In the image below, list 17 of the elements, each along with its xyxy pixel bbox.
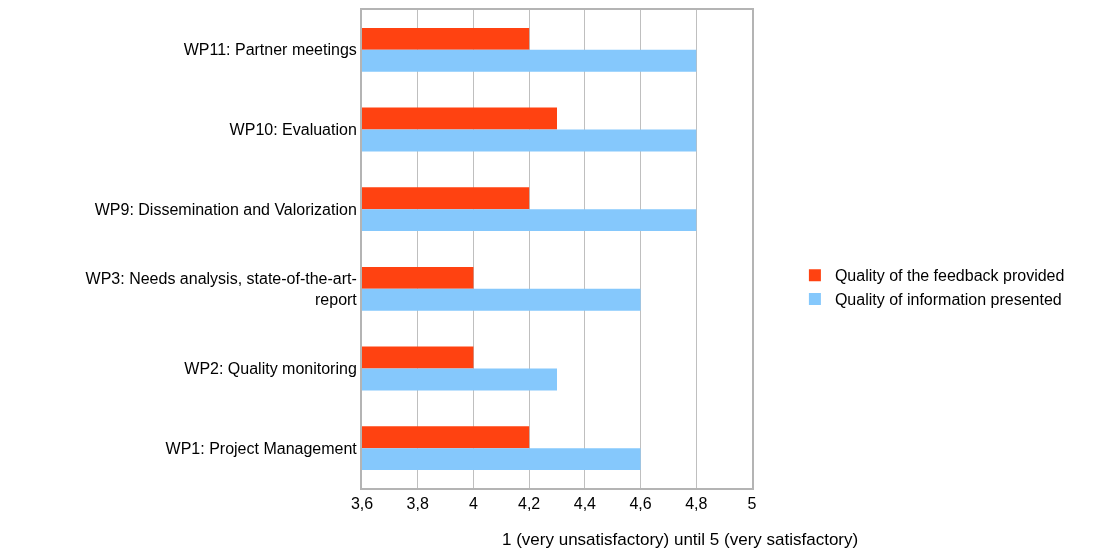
- y-tick-label: WP11: Partner meetings: [183, 41, 357, 59]
- y-tick-label: WP1: Project Management: [165, 439, 358, 457]
- x-tick-label: 4,2: [518, 495, 541, 513]
- legend-label: Quality of the feedback provided: [834, 267, 1065, 285]
- y-tick-label: WP9: Dissemination and Valorization: [94, 200, 357, 218]
- x-axis-title: 1 (very unsatisfactory) until 5 (very satisfactory): [502, 530, 859, 549]
- x-tick-label: 3,8: [406, 495, 429, 513]
- legend-label: Quality of information presented: [834, 291, 1062, 309]
- y-tick-label: WP3: Needs analysis, state-of-the-art-report: [85, 270, 358, 308]
- x-tick-label: 4: [468, 495, 478, 513]
- x-tick-label: 4,6: [629, 495, 652, 513]
- x-tick-label: 5: [747, 495, 757, 513]
- x-tick-label: 4,8: [685, 495, 708, 513]
- y-tick-label: WP10: Evaluation: [229, 121, 357, 139]
- x-tick-label: 4,4: [573, 495, 597, 513]
- y-tick-label: WP2: Quality monitoring: [184, 360, 357, 378]
- x-tick-label: 3,6: [350, 495, 374, 513]
